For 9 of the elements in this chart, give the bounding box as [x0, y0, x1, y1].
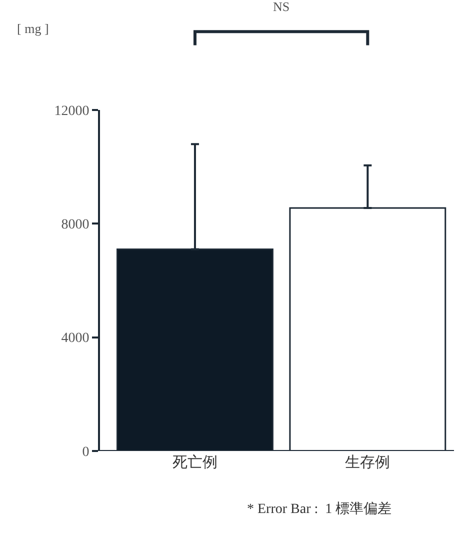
text: NS — [273, 0, 290, 14]
text: [ mg ] — [17, 21, 49, 36]
x-tick-label: 死亡例 — [172, 454, 218, 471]
y-tick-label: 12000 — [54, 104, 90, 119]
y-tick-label: 8000 — [61, 218, 90, 233]
y-tick-label: 0 — [82, 444, 90, 460]
x-tick-label: 生存例 — [345, 454, 390, 471]
text: * Error Bar : 1 標準偏差 — [247, 501, 392, 517]
y-tick-label: 4000 — [61, 331, 90, 346]
